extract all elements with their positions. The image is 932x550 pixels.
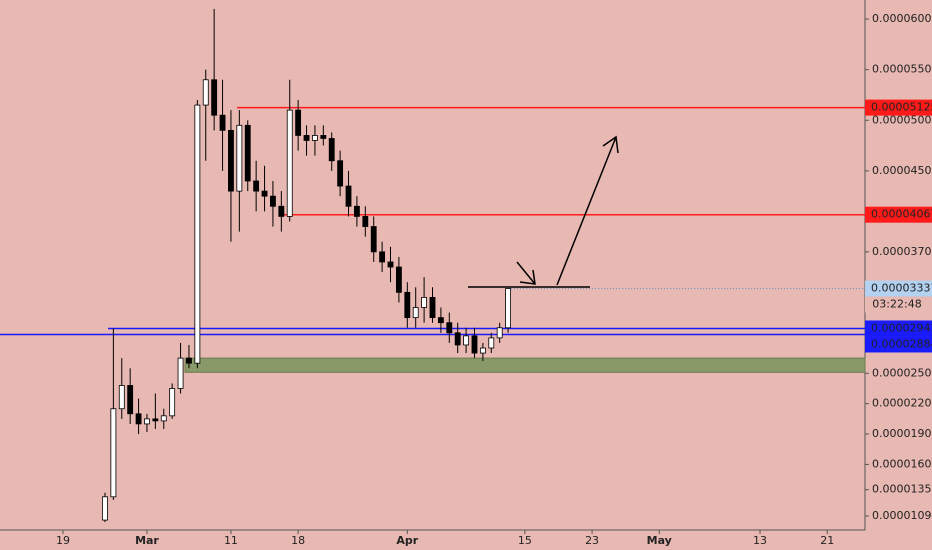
candle-body — [395, 266, 402, 293]
candle-body — [488, 337, 495, 349]
candle-body — [135, 413, 142, 425]
candle-body — [261, 190, 268, 197]
arrow — [516, 261, 536, 285]
candle-body — [446, 322, 453, 334]
candle-body — [118, 385, 125, 410]
candle-body — [169, 388, 176, 417]
axes: 0.00006000 0.00005500 0.00005000 0.00004500… — [56, 12, 932, 547]
x-tick-label: 15 — [518, 534, 532, 547]
y-tick-label: 0.00003700 — [872, 245, 932, 258]
x-tick-label: 18 — [291, 534, 305, 547]
arrow — [556, 136, 617, 286]
candle-body — [152, 418, 159, 422]
arrow-head — [519, 269, 536, 285]
candle-body — [404, 291, 411, 319]
y-tick-label: 0.00002200 — [872, 397, 932, 410]
candle-body — [228, 129, 234, 192]
candle-body — [127, 385, 134, 415]
y-tick-label: 0.00001600 — [872, 457, 932, 470]
candle-body — [429, 296, 436, 319]
price-label-box — [865, 320, 932, 337]
candle-body — [253, 180, 260, 192]
candle-body — [202, 79, 209, 106]
candle-body — [177, 357, 184, 389]
arrow-head — [602, 135, 619, 154]
candle-body — [362, 216, 369, 227]
price-label: 0.00004067 — [871, 208, 932, 221]
candle-body — [102, 496, 108, 521]
candle-body — [295, 109, 302, 136]
price-axis-bg — [865, 0, 932, 550]
drawings — [468, 135, 619, 288]
support-zone — [184, 357, 866, 373]
price-label: 0.00005125 — [871, 101, 932, 114]
candle-body — [370, 226, 377, 253]
y-tick-label: 0.00001900 — [872, 427, 932, 440]
y-tick-label: 0.00001090 — [872, 509, 932, 522]
candle-body — [312, 135, 318, 141]
candle-body — [471, 335, 478, 354]
candle-body — [244, 124, 251, 182]
price-label-box — [865, 336, 932, 353]
y-tick-label: 0.00005000 — [872, 113, 932, 126]
candle-body — [479, 347, 486, 354]
candle-body — [144, 418, 150, 425]
candle-body — [328, 138, 335, 162]
x-tick-label: 11 — [224, 534, 238, 547]
price-label: 0.00002943 — [871, 321, 932, 334]
candle-body — [421, 296, 428, 308]
y-tick-label: 0.00006000 — [872, 12, 932, 25]
x-tick-label: Apr — [396, 534, 418, 547]
price-label-box — [865, 280, 932, 297]
candle-body — [412, 307, 419, 319]
y-tick-label: 0.00004500 — [872, 164, 932, 177]
candle-body — [270, 195, 276, 207]
candle-body — [110, 408, 117, 498]
candle-body — [345, 185, 352, 207]
candle-body — [505, 288, 512, 329]
candle-body — [219, 114, 226, 131]
price-label-box — [865, 99, 932, 116]
candle-body — [387, 261, 394, 268]
x-tick-label: 19 — [56, 534, 70, 547]
x-tick-label: 13 — [753, 534, 767, 547]
candle-body — [496, 327, 503, 339]
x-tick-label: Mar — [135, 534, 159, 547]
y-tick-label: 0.00005500 — [872, 63, 932, 76]
x-tick-label: 23 — [585, 534, 599, 547]
candle-body — [379, 251, 386, 263]
candle-body — [160, 415, 167, 422]
candle-body — [278, 205, 285, 217]
y-tick-label: 0.00002500 — [872, 366, 932, 379]
candle-body — [454, 332, 461, 346]
price-label: 0.00002884 — [871, 337, 932, 350]
candle-body — [337, 160, 344, 187]
candle-body — [211, 79, 218, 116]
countdown-box — [865, 296, 932, 313]
price-label: 0.00003337 — [871, 282, 932, 295]
candle-body — [437, 317, 444, 324]
x-tick-label: 21 — [820, 534, 834, 547]
x-tick-label: May — [647, 534, 672, 547]
candle-body — [463, 335, 470, 346]
price-label-box — [865, 206, 932, 223]
candle-body — [320, 135, 327, 139]
candle-body — [353, 205, 360, 217]
candle-body — [286, 109, 293, 217]
candle-body — [236, 124, 243, 192]
candle-body — [186, 357, 192, 364]
candle-body — [303, 135, 310, 141]
plot-area — [0, 8, 866, 523]
countdown: 03:22:48 — [872, 298, 921, 311]
candle-body — [194, 104, 201, 364]
y-tick-label: 0.00001350 — [872, 483, 932, 496]
